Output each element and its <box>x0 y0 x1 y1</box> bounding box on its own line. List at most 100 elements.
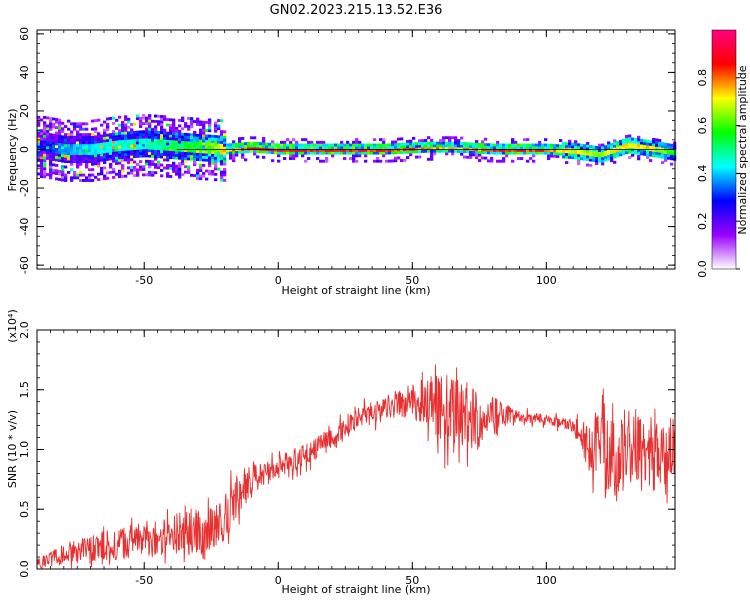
spectrogram-cell <box>46 138 50 141</box>
spectrogram-cell <box>67 170 71 174</box>
spectrogram-cell <box>553 144 557 147</box>
spectrogram-cell <box>160 125 164 129</box>
spectrogram-cell <box>388 159 392 163</box>
spectrogram-cell <box>160 128 164 132</box>
spectrogram-cell <box>121 145 125 149</box>
spectrogram-cell <box>190 117 194 121</box>
spectrogram-cell <box>310 140 314 144</box>
spectrogram-cell <box>457 139 461 143</box>
spectrogram-cell <box>106 141 110 145</box>
spectrogram-cell <box>310 148 314 152</box>
spectrogram-cell <box>235 150 239 154</box>
spectrogram-cell <box>43 142 47 146</box>
spectrogram-cell <box>613 155 617 159</box>
spectrogram-cell <box>169 145 173 149</box>
spectrogram-cell <box>148 116 152 120</box>
spectrogram-cell <box>613 147 617 151</box>
spectrogram-cell <box>355 159 359 163</box>
spectrogram-cell <box>199 142 203 146</box>
spectrogram-cell <box>640 144 644 148</box>
spectrogram-cell <box>373 143 377 147</box>
spectrogram-cell <box>289 140 293 144</box>
spectrogram-cell <box>616 154 620 158</box>
spectrogram-cell <box>610 151 614 155</box>
spectrogram-cell <box>199 123 203 127</box>
spectrogram-cell <box>463 150 467 154</box>
spectrogram-cell <box>520 146 524 150</box>
spectrogram-cell <box>277 151 281 155</box>
spectrogram-cell <box>46 151 50 155</box>
spectrogram-cell <box>46 156 50 160</box>
colorbar-gradient <box>711 29 737 270</box>
spectrogram-cell <box>427 149 431 153</box>
spectrogram-cell <box>151 154 155 158</box>
spectrogram-cell <box>355 143 359 147</box>
spectrogram-cell <box>58 134 62 138</box>
spectrogram-cell <box>118 153 122 157</box>
spectrogram-cell <box>181 119 185 123</box>
spectrogram-cell <box>349 151 353 155</box>
spectrogram-cell <box>217 167 221 171</box>
spectrogram-cell <box>586 158 590 162</box>
spectrogram-cell <box>142 132 146 136</box>
spectrogram-cell <box>418 147 422 151</box>
spectrogram-cell <box>76 133 80 137</box>
spectrogram-cell <box>61 151 65 155</box>
spectrogram-cell <box>70 122 74 126</box>
spectrogram-cell <box>541 143 545 147</box>
spectrogram-cell <box>592 156 596 160</box>
spectrogram-cell <box>223 149 227 153</box>
spectrogram-cell <box>343 157 347 160</box>
spectrogram-cell <box>583 155 587 158</box>
spectrogram-cell <box>91 143 95 147</box>
spectrogram-cell <box>46 154 50 158</box>
spectrogram-cell <box>70 141 74 145</box>
spectrogram-cell <box>103 144 107 148</box>
spectrogram-cell <box>301 138 305 142</box>
spectrogram-cell <box>565 150 569 154</box>
spectrogram-cell <box>172 129 176 133</box>
spectrogram-cell <box>628 150 632 154</box>
spectrogram-cell <box>490 146 494 150</box>
spectrogram-cell <box>454 144 458 148</box>
spectrogram-cell <box>532 154 536 158</box>
spectrogram-cell <box>298 146 302 150</box>
spectrogram-cell <box>202 131 206 135</box>
spectrogram-cell <box>157 139 161 142</box>
spectrogram-cell <box>277 146 281 150</box>
spectrogram-cell <box>100 145 104 149</box>
spectrogram-cell <box>430 147 434 150</box>
spectrogram-cell <box>91 141 95 145</box>
spectrogram-cell <box>181 138 185 142</box>
spectrogram-cell <box>481 151 485 155</box>
spectrogram-cell <box>136 154 140 158</box>
spectrogram-cell <box>136 173 140 177</box>
spectrogram-cell <box>127 152 131 156</box>
spectrogram-cell <box>328 148 332 152</box>
spectrogram-cell <box>523 138 527 142</box>
x-tick-label: -50 <box>135 274 153 287</box>
chart-title: GN02.2023.215.13.52.E36 <box>270 3 443 18</box>
spectrogram-cell <box>511 148 515 152</box>
spectrogram-cell <box>544 143 548 147</box>
spectrogram-cell <box>166 164 170 167</box>
spectrogram-cell <box>295 154 299 158</box>
spectrogram-cell <box>547 154 551 158</box>
spectrogram-cell <box>589 150 593 154</box>
spectrogram-cell <box>118 172 122 176</box>
spectrogram-cell <box>217 143 221 147</box>
spectrogram-cell <box>562 147 566 151</box>
spectrogram-cell <box>595 154 599 157</box>
spectrogram-cell <box>496 151 500 155</box>
spectrogram-cell <box>115 159 119 163</box>
spectrogram-cell <box>547 151 551 155</box>
spectrogram-cell <box>55 147 59 151</box>
spectrogram-cell <box>550 143 554 147</box>
spectrogram-cell <box>121 129 125 132</box>
spectrogram-cell <box>241 153 245 157</box>
spectrogram-cell <box>148 127 152 131</box>
spectrogram-cell <box>94 175 98 179</box>
y-tick-label: -60 <box>18 256 31 274</box>
spectrogram-cell <box>154 133 158 137</box>
spectrogram-cell <box>196 144 200 148</box>
